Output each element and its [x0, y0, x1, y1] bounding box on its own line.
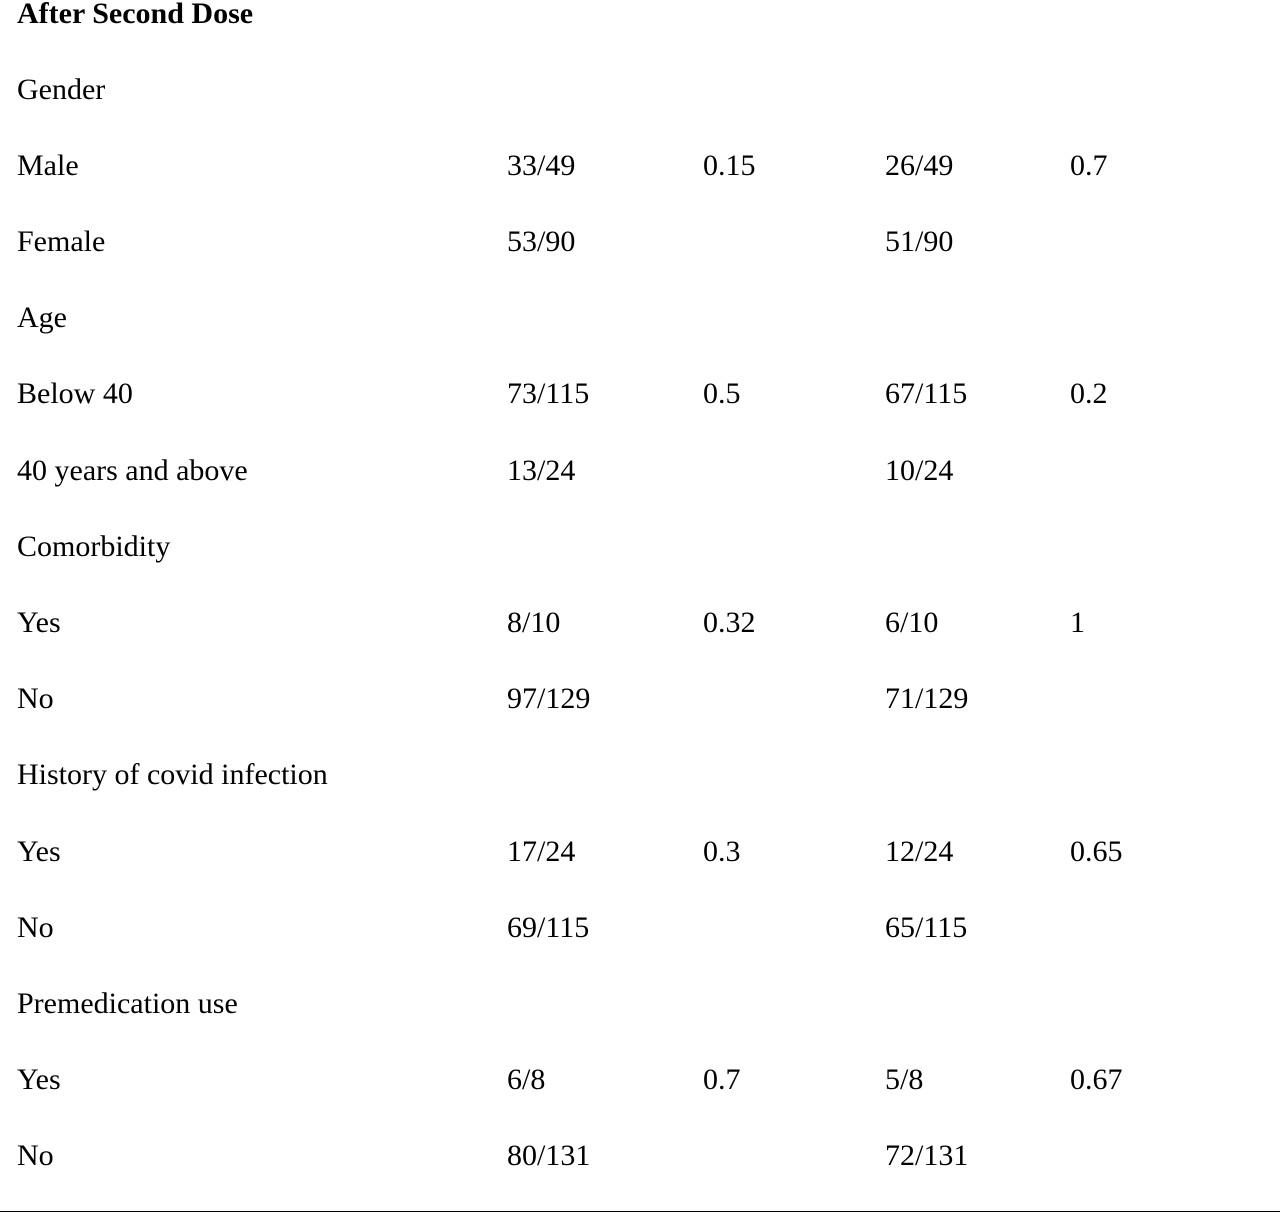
table-row: Premedication use [0, 984, 1280, 1024]
cell-p-value-1: 0.15 [703, 149, 756, 182]
cell-column-1: 73/115 [507, 377, 590, 410]
row-label: Yes [17, 606, 61, 639]
cell-p-value-1: 0.5 [703, 377, 741, 410]
cell-column-3: 10/24 [885, 454, 954, 487]
row-label: Yes [17, 835, 61, 868]
row-label: No [17, 911, 54, 944]
cell-column-3: 6/10 [885, 606, 939, 639]
cell-column-3: 5/8 [885, 1063, 924, 1096]
cell-column-3: 71/129 [885, 682, 969, 715]
row-label: 40 years and above [17, 454, 248, 487]
table-row: Yes 8/10 0.32 6/10 1 [0, 603, 1280, 643]
cell-p-value-2: 0.65 [1070, 835, 1123, 868]
row-label: No [17, 682, 54, 715]
cell-column-3: 26/49 [885, 149, 954, 182]
table-row: Male 33/49 0.15 26/49 0.7 [0, 146, 1280, 186]
cell-column-3: 51/90 [885, 225, 954, 258]
cell-column-1: 13/24 [507, 454, 576, 487]
row-label: Gender [17, 73, 106, 106]
table-row: Age [0, 298, 1280, 338]
cell-p-value-1: 0.3 [703, 835, 741, 868]
cell-column-1: 17/24 [507, 835, 576, 868]
row-label: Comorbidity [17, 530, 171, 563]
cell-column-3: 65/115 [885, 911, 968, 944]
row-label: Female [17, 225, 106, 258]
table-row: History of covid infection [0, 755, 1280, 795]
row-label: Yes [17, 1063, 61, 1096]
table-section-title: After Second Dose [17, 0, 254, 30]
table-row: Below 40 73/115 0.5 67/115 0.2 [0, 374, 1280, 414]
cell-column-1: 33/49 [507, 149, 576, 182]
cell-column-1: 6/8 [507, 1063, 546, 1096]
cell-p-value-1: 0.32 [703, 606, 756, 639]
row-label: Age [17, 301, 67, 334]
table-bottom-rule [0, 1211, 1280, 1212]
row-label: Below 40 [17, 377, 133, 410]
table-row: Yes 17/24 0.3 12/24 0.65 [0, 832, 1280, 872]
cell-column-3: 67/115 [885, 377, 968, 410]
row-label: No [17, 1139, 54, 1172]
table-row: No 97/129 71/129 [0, 679, 1280, 719]
table-row: 40 years and above 13/24 10/24 [0, 451, 1280, 491]
cell-column-3: 12/24 [885, 835, 954, 868]
table-row: No 80/131 72/131 [0, 1136, 1280, 1176]
table-row: Gender [0, 70, 1280, 110]
cell-column-1: 80/131 [507, 1139, 591, 1172]
cell-p-value-2: 0.2 [1070, 377, 1108, 410]
cell-p-value-2: 1 [1070, 606, 1085, 639]
table-row: Comorbidity [0, 527, 1280, 567]
cell-column-1: 53/90 [507, 225, 576, 258]
cell-p-value-2: 0.67 [1070, 1063, 1123, 1096]
cell-column-3: 72/131 [885, 1139, 969, 1172]
row-label: Male [17, 149, 79, 182]
table-row: Female 53/90 51/90 [0, 222, 1280, 262]
cell-p-value-1: 0.7 [703, 1063, 741, 1096]
cell-column-1: 8/10 [507, 606, 561, 639]
table-row: Yes 6/8 0.7 5/8 0.67 [0, 1060, 1280, 1100]
cell-p-value-2: 0.7 [1070, 149, 1108, 182]
row-label: History of covid infection [17, 758, 328, 791]
cell-column-1: 69/115 [507, 911, 590, 944]
table-row: No 69/115 65/115 [0, 908, 1280, 948]
cell-column-1: 97/129 [507, 682, 591, 715]
row-label: Premedication use [17, 987, 238, 1020]
